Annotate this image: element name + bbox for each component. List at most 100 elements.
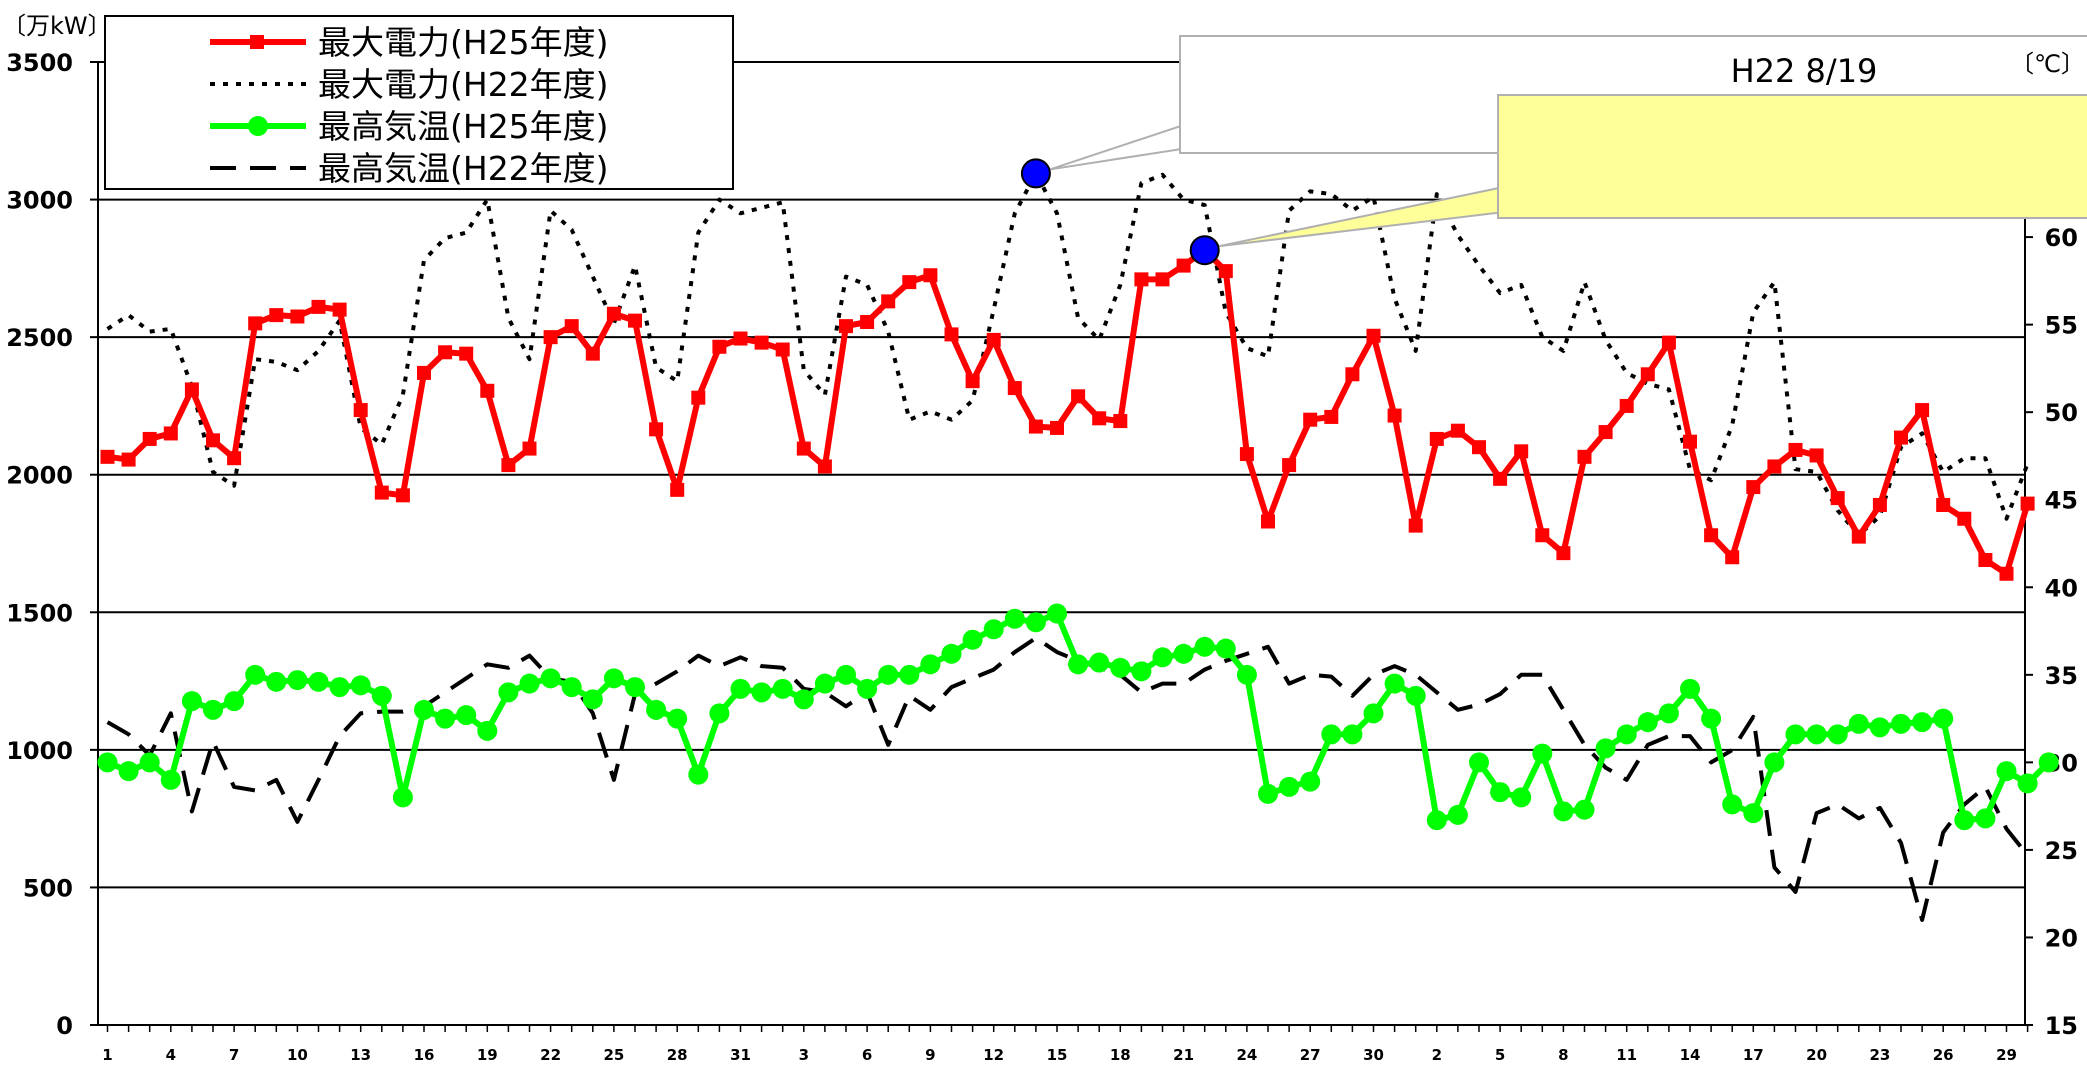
series-point (350, 675, 371, 696)
y-left-tick-label: 1000 (6, 737, 73, 765)
series-point (121, 452, 136, 467)
x-tick-label: 3 (799, 1046, 809, 1064)
series-point (1429, 431, 1444, 446)
series-point (1891, 713, 1911, 734)
series-point (1915, 403, 1930, 418)
y-left-tick-label: 2000 (6, 462, 73, 490)
x-tick-label: 29 (1996, 1046, 2017, 1064)
x-tick-label: 11 (1616, 1046, 1637, 1064)
series-point (459, 346, 474, 361)
x-tick-label: 5 (1495, 1046, 1505, 1064)
series-point (329, 677, 350, 698)
series-point (392, 787, 413, 808)
series-point (311, 299, 326, 314)
x-tick-label: 10 (287, 1046, 308, 1064)
series-point (1809, 448, 1824, 463)
series-point (754, 335, 769, 350)
series-point (224, 691, 245, 712)
x-tick-label: 8 (1558, 1046, 1568, 1064)
legend-label: 最大電力(H22年度) (318, 65, 609, 104)
y-left-tick-label: 2500 (6, 324, 73, 352)
series-point (1387, 408, 1402, 423)
series-point (730, 678, 751, 699)
callout-pointer (1218, 181, 1540, 248)
series-point (97, 752, 118, 773)
x-tick-label: 6 (862, 1046, 872, 1064)
series-point (2038, 752, 2059, 773)
series-point (1405, 685, 1426, 706)
series-point (857, 678, 878, 699)
series-point (646, 699, 667, 720)
series-point (1282, 458, 1297, 473)
series-point (1363, 703, 1384, 724)
series-point (1089, 652, 1110, 673)
x-tick-label: 25 (603, 1046, 624, 1064)
x-tick-label: 20 (1806, 1046, 1827, 1064)
legend-item-2: 最高気温(H25年度) (210, 107, 609, 146)
y-left-tick-label: 1500 (6, 599, 73, 627)
series-point (1152, 647, 1173, 668)
callouts: H22 8/193,095万kWH25 8/222,816万kW (1020, 35, 2087, 266)
series-point (1933, 708, 1954, 729)
series-point (965, 374, 980, 389)
series-point (1324, 409, 1339, 424)
series-point (522, 441, 537, 456)
series-point (395, 488, 410, 503)
series-point (435, 708, 456, 729)
series-point (628, 313, 642, 328)
series-point (1764, 752, 1785, 773)
series-point (1827, 724, 1848, 745)
series-point (142, 431, 157, 446)
series-point (1408, 518, 1423, 533)
callout-box (1497, 94, 2087, 219)
series-point (1996, 761, 2017, 782)
series-point (480, 383, 495, 398)
series-line (106, 171, 2030, 538)
x-tick-label: 12 (983, 1046, 1004, 1064)
series-point (796, 441, 811, 456)
series-point (1261, 514, 1275, 529)
x-tick-label: 23 (1869, 1046, 1890, 1064)
series-point (371, 685, 392, 706)
series-point (1194, 636, 1215, 657)
y-right-tick-label: 50 (2045, 399, 2078, 427)
series-point (1869, 717, 1890, 738)
x-tick-label: 13 (350, 1046, 371, 1064)
series-line (106, 636, 2030, 922)
callout-marker (1189, 235, 1220, 266)
series-point (1894, 430, 1908, 445)
series-point (603, 668, 624, 689)
series-point (1173, 643, 1194, 664)
legend-box (104, 15, 734, 190)
series-point (269, 308, 284, 323)
series-point (1092, 411, 1107, 426)
series-point (878, 664, 899, 685)
series-point (1936, 497, 1951, 512)
legend: 最大電力(H25年度)最大電力(H22年度)最高気温(H25年度)最高気温(H2… (104, 15, 734, 190)
series-point (582, 689, 603, 710)
series-point (160, 769, 181, 790)
legend-swatch-marker (250, 35, 264, 49)
series-point (1450, 423, 1465, 438)
series-point (1577, 449, 1592, 464)
y-left-tick-label: 0 (56, 1012, 73, 1040)
series-point (1258, 783, 1278, 804)
series-point (1384, 673, 1405, 694)
series-point (986, 332, 1001, 347)
series-point (1113, 414, 1128, 429)
series-point (100, 449, 115, 464)
series-point (1511, 787, 1532, 808)
axes: 0500100015002000250030003500152025303540… (6, 49, 2078, 1064)
series-point (775, 342, 790, 357)
series-point (1595, 738, 1616, 759)
x-tick-label: 22 (540, 1046, 561, 1064)
series-point (374, 485, 389, 500)
series-point (1556, 546, 1571, 561)
callout-date: H22 8/19 (1731, 52, 1878, 90)
series-point (1785, 724, 1806, 745)
legend-swatch-marker (248, 116, 268, 136)
x-tick-label: 2 (1432, 1046, 1442, 1064)
series-point (793, 689, 814, 710)
series-point (709, 703, 730, 724)
